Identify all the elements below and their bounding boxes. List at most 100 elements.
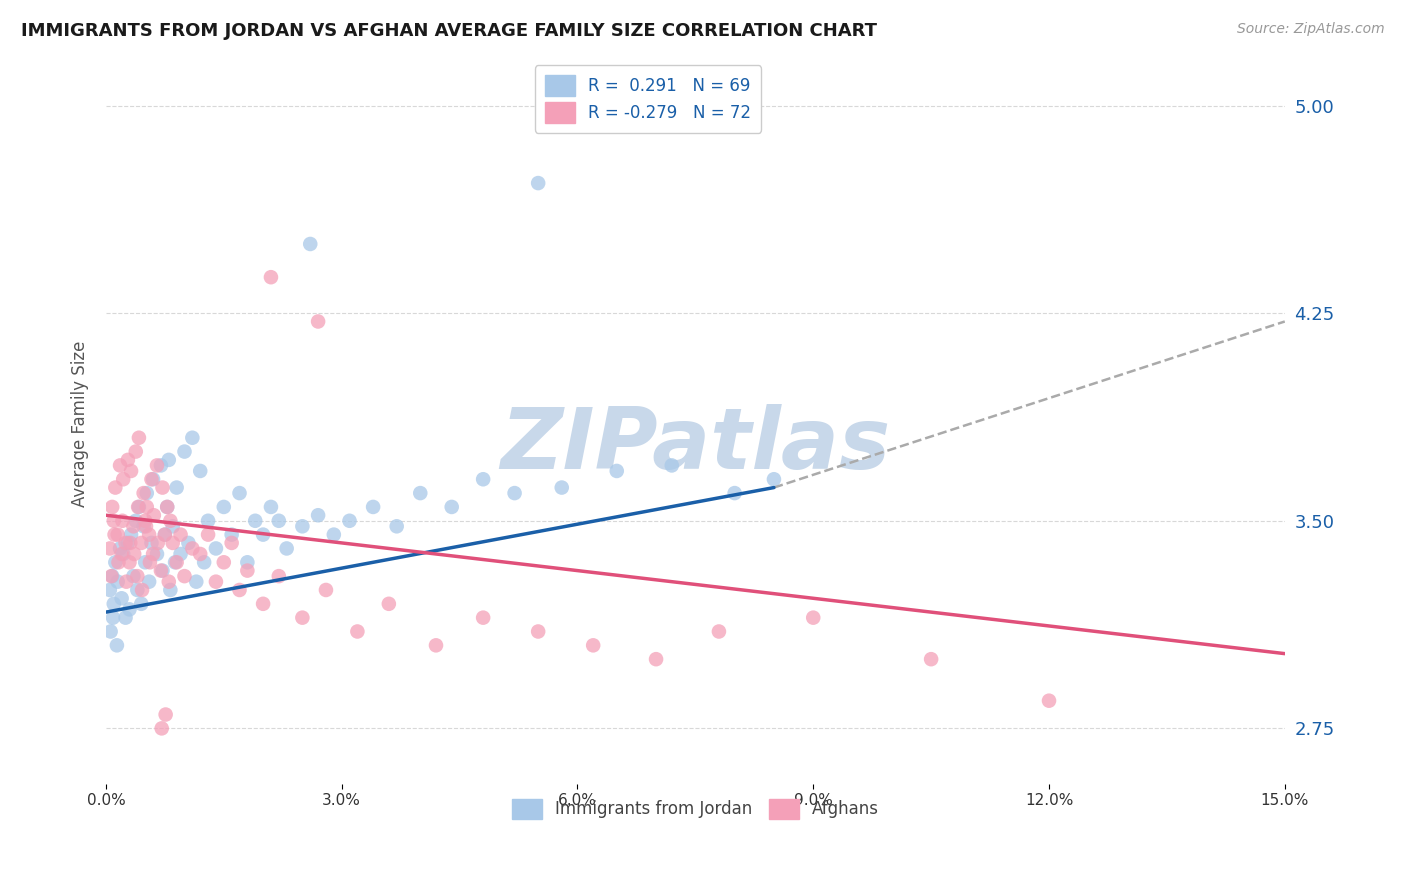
Point bbox=[100, 569, 122, 583]
Point bbox=[138, 527, 160, 541]
Point bbox=[107, 574, 129, 589]
Point bbox=[146, 458, 169, 473]
Point bbox=[114, 536, 136, 550]
Point bbox=[157, 453, 180, 467]
Point bbox=[228, 582, 250, 597]
Point bbox=[236, 564, 259, 578]
Point bbox=[128, 500, 150, 514]
Point bbox=[156, 500, 179, 514]
Point bbox=[108, 541, 131, 556]
Point bbox=[157, 574, 180, 589]
Point bbox=[252, 527, 274, 541]
Point bbox=[472, 610, 495, 624]
Point bbox=[197, 527, 219, 541]
Point bbox=[142, 472, 165, 486]
Point bbox=[724, 486, 747, 500]
Point bbox=[149, 564, 172, 578]
Point bbox=[125, 514, 148, 528]
Point bbox=[141, 472, 163, 486]
Point bbox=[186, 574, 208, 589]
Point bbox=[606, 464, 628, 478]
Point bbox=[166, 481, 188, 495]
Point bbox=[661, 458, 683, 473]
Point bbox=[128, 431, 150, 445]
Point bbox=[645, 652, 668, 666]
Point bbox=[193, 555, 215, 569]
Point bbox=[472, 472, 495, 486]
Point bbox=[155, 707, 177, 722]
Point bbox=[173, 569, 195, 583]
Point bbox=[162, 519, 184, 533]
Point bbox=[101, 569, 124, 583]
Point bbox=[122, 569, 145, 583]
Point bbox=[177, 536, 200, 550]
Point bbox=[132, 486, 155, 500]
Point bbox=[181, 431, 204, 445]
Point bbox=[307, 508, 329, 523]
Point bbox=[152, 564, 174, 578]
Point bbox=[142, 547, 165, 561]
Point bbox=[104, 481, 127, 495]
Point bbox=[159, 582, 181, 597]
Text: IMMIGRANTS FROM JORDAN VS AFGHAN AVERAGE FAMILY SIZE CORRELATION CHART: IMMIGRANTS FROM JORDAN VS AFGHAN AVERAGE… bbox=[21, 22, 877, 40]
Point bbox=[152, 481, 174, 495]
Point bbox=[127, 500, 149, 514]
Point bbox=[197, 514, 219, 528]
Point bbox=[112, 472, 135, 486]
Point bbox=[205, 574, 228, 589]
Point bbox=[135, 486, 157, 500]
Point bbox=[801, 610, 824, 624]
Point bbox=[117, 453, 139, 467]
Point bbox=[291, 610, 314, 624]
Point bbox=[105, 638, 128, 652]
Point bbox=[122, 519, 145, 533]
Point bbox=[139, 555, 162, 569]
Point bbox=[127, 582, 149, 597]
Point bbox=[156, 500, 179, 514]
Point bbox=[260, 270, 283, 285]
Point bbox=[149, 458, 172, 473]
Text: ZIPatlas: ZIPatlas bbox=[501, 404, 890, 487]
Point bbox=[267, 569, 290, 583]
Point bbox=[135, 519, 157, 533]
Point bbox=[98, 582, 121, 597]
Point bbox=[228, 486, 250, 500]
Point bbox=[503, 486, 526, 500]
Point bbox=[103, 597, 125, 611]
Point bbox=[107, 527, 129, 541]
Point bbox=[409, 486, 432, 500]
Point bbox=[120, 536, 142, 550]
Point bbox=[114, 610, 136, 624]
Point bbox=[169, 547, 191, 561]
Point bbox=[169, 527, 191, 541]
Point bbox=[212, 555, 235, 569]
Point bbox=[100, 624, 122, 639]
Point bbox=[108, 458, 131, 473]
Point bbox=[236, 555, 259, 569]
Point bbox=[103, 514, 125, 528]
Point bbox=[138, 574, 160, 589]
Point bbox=[252, 597, 274, 611]
Point bbox=[120, 527, 142, 541]
Point bbox=[101, 500, 124, 514]
Point bbox=[361, 500, 384, 514]
Point bbox=[173, 444, 195, 458]
Point bbox=[245, 514, 267, 528]
Point bbox=[205, 541, 228, 556]
Point bbox=[118, 555, 141, 569]
Point bbox=[527, 624, 550, 639]
Point bbox=[527, 176, 550, 190]
Point bbox=[307, 314, 329, 328]
Point bbox=[551, 481, 574, 495]
Point bbox=[299, 237, 322, 252]
Point bbox=[339, 514, 361, 528]
Point bbox=[125, 444, 148, 458]
Point bbox=[762, 472, 785, 486]
Point bbox=[707, 624, 730, 639]
Point bbox=[142, 508, 165, 523]
Point bbox=[115, 574, 138, 589]
Point bbox=[212, 500, 235, 514]
Point bbox=[440, 500, 463, 514]
Point bbox=[260, 500, 283, 514]
Point bbox=[346, 624, 368, 639]
